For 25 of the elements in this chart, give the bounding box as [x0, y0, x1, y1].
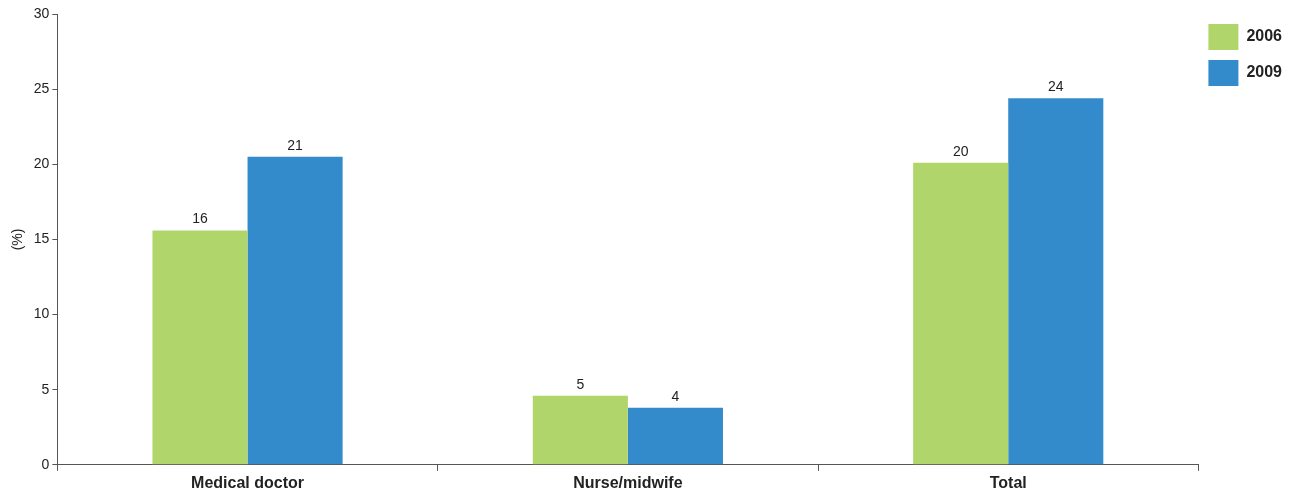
y-tick-label: 15: [33, 230, 50, 247]
bar: [1008, 98, 1104, 465]
y-tick-label: 0: [41, 455, 50, 472]
data-label: 4: [671, 387, 680, 404]
y-tick-label: 10: [33, 305, 50, 322]
data-label: 24: [1047, 78, 1064, 95]
bar: [532, 395, 628, 465]
x-tick-label: Total: [989, 473, 1027, 491]
bar: [627, 407, 723, 465]
bar: [152, 230, 248, 465]
y-tick-label: 30: [33, 4, 50, 21]
bar: [247, 156, 343, 465]
data-label: 5: [576, 375, 585, 392]
x-tick-label: Nurse/midwife: [573, 473, 683, 491]
data-label: 16: [192, 210, 208, 227]
bar: [913, 162, 1009, 465]
y-tick-label: 25: [33, 79, 50, 96]
x-tick-label: Medical doctor: [191, 473, 304, 491]
legend-label: 2009: [1246, 63, 1283, 81]
legend-label: 2006: [1246, 27, 1283, 45]
y-axis-title: (%): [9, 228, 26, 251]
y-tick-label: 5: [41, 380, 50, 397]
y-tick-label: 20: [33, 155, 50, 172]
data-label: 21: [287, 136, 304, 153]
data-label: 20: [952, 142, 969, 159]
